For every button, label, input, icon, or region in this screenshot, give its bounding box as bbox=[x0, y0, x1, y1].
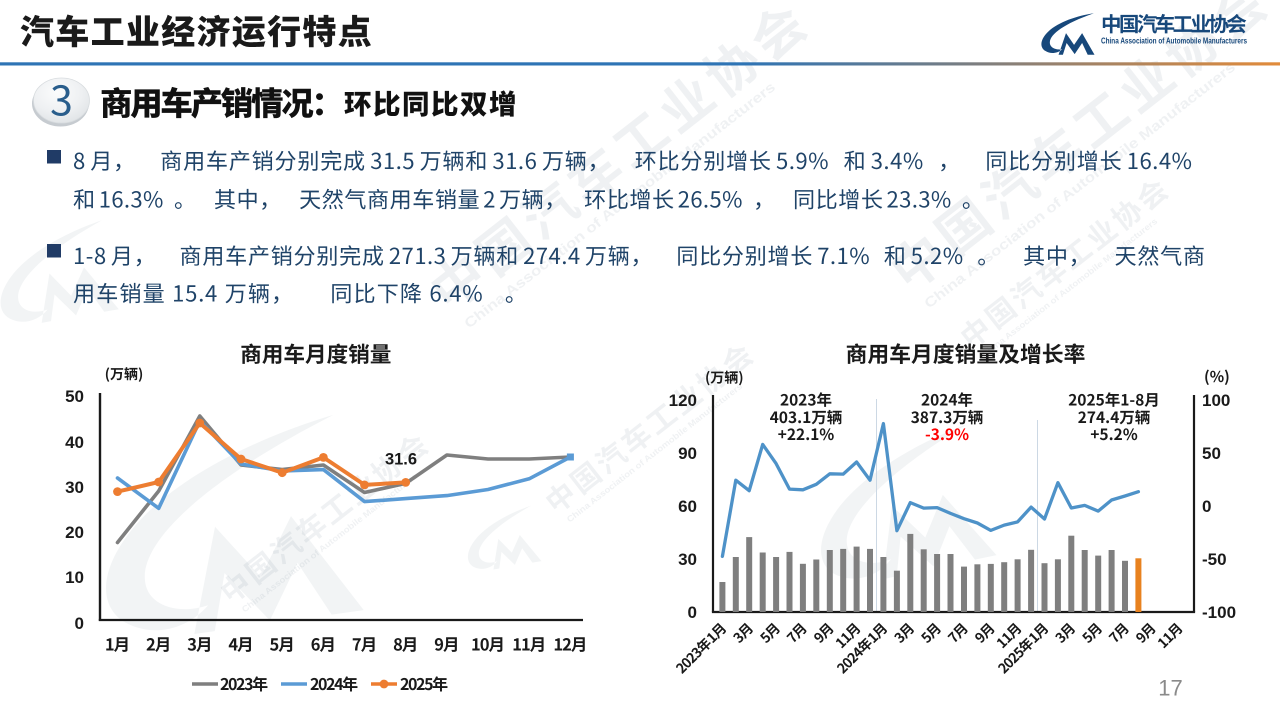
svg-text:0: 0 bbox=[1202, 497, 1211, 516]
svg-text:100: 100 bbox=[1202, 391, 1230, 410]
svg-text:30: 30 bbox=[678, 550, 697, 569]
svg-text:20: 20 bbox=[65, 523, 84, 542]
svg-text:90: 90 bbox=[678, 444, 697, 463]
svg-text:0: 0 bbox=[688, 603, 697, 622]
svg-text:50: 50 bbox=[1202, 444, 1221, 463]
svg-text:120: 120 bbox=[669, 391, 697, 410]
svg-text:-100: -100 bbox=[1202, 603, 1236, 622]
svg-text:10: 10 bbox=[65, 568, 84, 587]
svg-text:31.6: 31.6 bbox=[385, 451, 417, 469]
svg-text:60: 60 bbox=[678, 497, 697, 516]
svg-text:30: 30 bbox=[65, 478, 84, 497]
svg-text:17: 17 bbox=[1158, 676, 1182, 701]
svg-text:40: 40 bbox=[65, 433, 84, 452]
svg-text:China Association of Automobil: China Association of Automobile Manufact… bbox=[1101, 37, 1247, 46]
svg-text:50: 50 bbox=[65, 387, 84, 406]
svg-text:0: 0 bbox=[75, 614, 84, 633]
svg-text:-50: -50 bbox=[1202, 550, 1227, 569]
